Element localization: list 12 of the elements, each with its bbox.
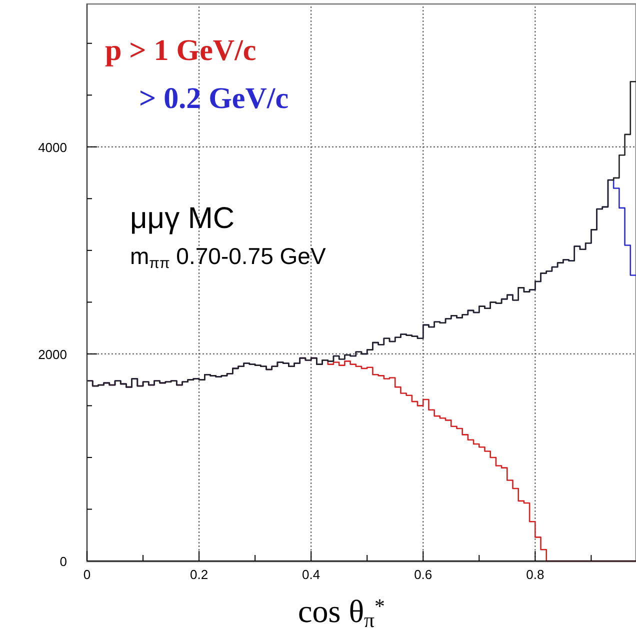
y-tick-label: 2000 — [38, 346, 67, 362]
annotation: m$_{ππ}$ 0.70-0.75 GeV — [130, 243, 326, 272]
x-tick-label: 0 — [83, 567, 91, 582]
x-tick-label: 0.2 — [190, 567, 208, 582]
x-tick-label: 0.6 — [414, 567, 432, 582]
text: > 0.2 GeV/c — [139, 82, 289, 115]
x-tick-label: 0.4 — [302, 567, 320, 582]
text: p > 1 GeV/c — [105, 34, 256, 67]
y-tick-label: 4000 — [38, 140, 67, 155]
y-tick-label: 0 — [60, 554, 67, 569]
annotation: μμγ MC — [130, 202, 235, 235]
x-tick-label: 0.8 — [526, 567, 544, 582]
